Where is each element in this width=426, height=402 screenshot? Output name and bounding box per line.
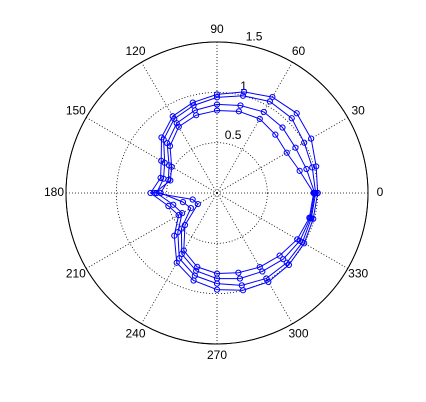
- data-point: [151, 189, 158, 197]
- data-point: [263, 275, 270, 282]
- data-point: [260, 108, 267, 116]
- data-point: [213, 101, 221, 108]
- theta-tick-label: 180: [44, 185, 64, 199]
- data-point: [160, 136, 167, 143]
- theta-tick-label: 210: [66, 267, 86, 281]
- data-point: [294, 236, 301, 243]
- data-point: [256, 264, 263, 271]
- theta-tick-label: 60: [292, 44, 306, 58]
- theta-tick-label: 240: [125, 326, 145, 340]
- series-line: [153, 109, 315, 275]
- data-point: [174, 229, 181, 236]
- theta-tick-label: 150: [66, 104, 86, 118]
- grid-ring: [166, 142, 268, 244]
- data-point: [181, 221, 189, 229]
- data-point: [280, 256, 287, 263]
- data-point: [193, 267, 200, 274]
- data-point: [189, 196, 196, 203]
- data-point: [296, 167, 303, 174]
- data-point: [303, 165, 310, 173]
- data-point: [235, 108, 242, 115]
- series-line: [159, 103, 316, 280]
- data-point: [283, 259, 290, 266]
- series-line: [149, 91, 319, 291]
- data-point: [187, 205, 194, 212]
- data-point: [235, 269, 242, 276]
- theta-tick-label: 0: [377, 185, 384, 199]
- data-point: [171, 232, 178, 239]
- series: [151, 107, 317, 277]
- data-point: [272, 131, 279, 138]
- data-point: [213, 94, 221, 101]
- data-point: [237, 102, 244, 109]
- data-point: [239, 92, 247, 99]
- theta-tick-label: 300: [288, 326, 308, 340]
- grid-spoke: [141, 62, 218, 194]
- data-point: [193, 112, 200, 119]
- data-point: [213, 286, 221, 293]
- grid-spoke: [86, 117, 218, 194]
- r-tick-label: 1.5: [246, 30, 263, 44]
- data-point: [293, 110, 300, 117]
- grid-spoke: [216, 117, 348, 194]
- data-point: [194, 200, 201, 208]
- data-point: [313, 163, 320, 170]
- data-point: [157, 189, 164, 197]
- data-point: [314, 189, 321, 197]
- data-point: [309, 164, 316, 171]
- grid-spoke: [216, 192, 348, 269]
- data-point: [168, 163, 175, 170]
- data-point: [276, 252, 283, 259]
- data-point: [213, 107, 221, 114]
- data-point: [301, 139, 308, 146]
- data-point: [147, 189, 154, 197]
- series: [157, 101, 318, 282]
- grid-spoke: [216, 62, 293, 194]
- r-tick-label: 0.5: [225, 128, 242, 142]
- data-point: [166, 142, 174, 150]
- data-point: [213, 270, 221, 277]
- data-point: [194, 263, 201, 270]
- data-point: [167, 177, 174, 184]
- data-point: [292, 144, 299, 151]
- data-point: [175, 123, 182, 130]
- r-tick-label: 1: [240, 79, 247, 93]
- data-point: [279, 124, 286, 131]
- theta-tick-label: 90: [210, 22, 224, 36]
- data-point: [288, 115, 295, 122]
- data-point: [308, 135, 315, 142]
- series: [147, 88, 321, 294]
- theta-tick-label: 330: [348, 267, 368, 281]
- data-point: [310, 189, 317, 197]
- data-point: [306, 214, 313, 221]
- data-point: [238, 282, 245, 289]
- data-point: [170, 201, 177, 208]
- grid-spoke: [216, 192, 293, 324]
- data-point: [189, 99, 196, 106]
- data-point: [179, 210, 186, 217]
- theta-tick-label: 270: [207, 348, 227, 362]
- data-point: [256, 115, 263, 122]
- theta-tick-label: 30: [351, 104, 365, 118]
- data-point: [266, 98, 273, 105]
- grid-spoke: [86, 192, 218, 269]
- theta-tick-label: 120: [125, 44, 145, 58]
- data-point: [180, 247, 187, 254]
- data-point: [178, 225, 185, 232]
- data-point: [179, 199, 187, 206]
- data-point: [283, 149, 290, 156]
- data-point: [236, 275, 244, 282]
- data-point: [240, 88, 248, 95]
